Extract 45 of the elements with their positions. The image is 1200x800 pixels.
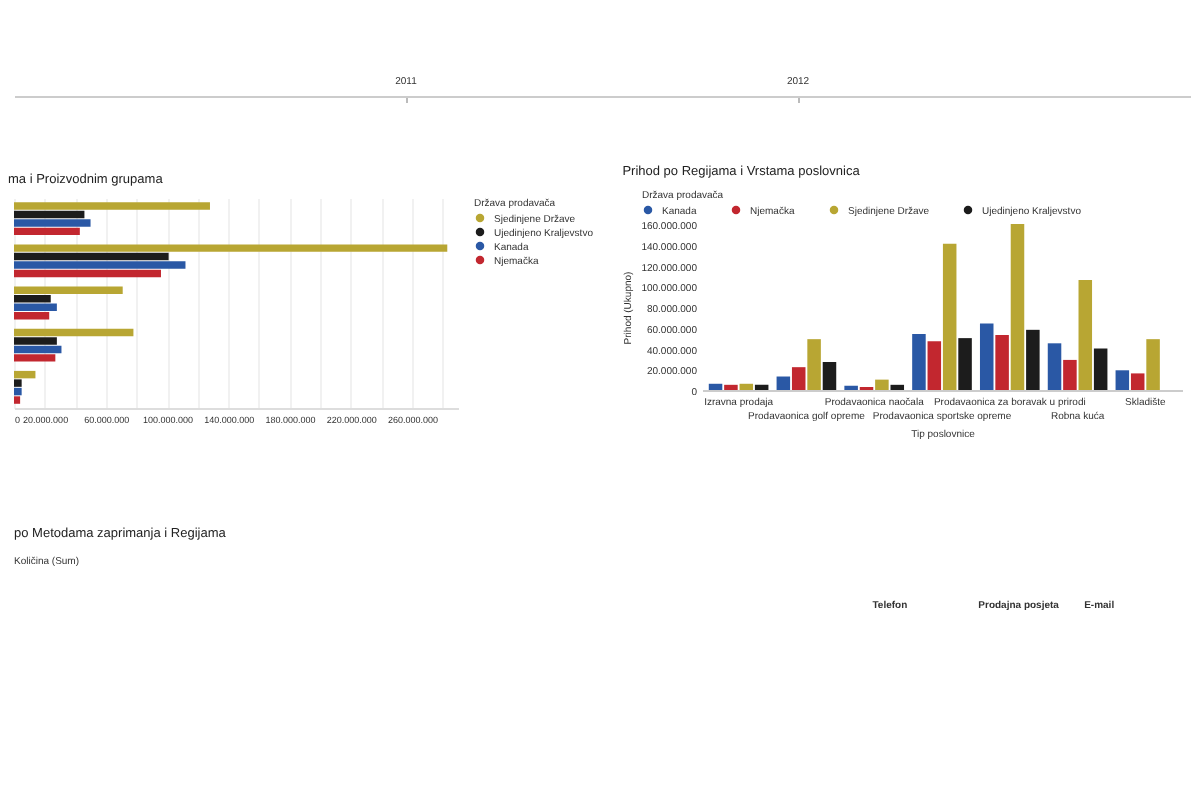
bar: [1026, 329, 1040, 390]
bar: [754, 384, 769, 390]
bar: [1130, 373, 1145, 390]
bar: [1078, 280, 1093, 390]
bar: [1047, 343, 1062, 390]
bar: [942, 243, 957, 390]
bar: [875, 379, 889, 390]
bar: [708, 383, 723, 390]
bar: [724, 384, 738, 390]
bar: [927, 341, 942, 390]
bar: [14, 345, 62, 354]
bar: [979, 323, 994, 390]
bar: [14, 303, 57, 311]
bar: [14, 286, 123, 295]
bar: [14, 370, 36, 379]
bar: [14, 354, 56, 362]
bar: [739, 383, 754, 390]
bar: [14, 311, 50, 320]
bar: [14, 244, 448, 252]
bar: [1146, 339, 1160, 390]
bar: [1115, 370, 1130, 390]
bar: [14, 261, 186, 269]
bar: [14, 387, 22, 396]
bar: [14, 379, 22, 387]
bar: [890, 384, 905, 390]
bar: [14, 227, 80, 236]
bar: [822, 361, 837, 390]
bar: [912, 333, 926, 390]
bar: [14, 337, 57, 345]
bar: [14, 210, 85, 219]
bar: [791, 367, 806, 390]
bar: [1063, 359, 1077, 390]
bar: [14, 202, 210, 210]
bar: [14, 328, 134, 337]
bar: [14, 219, 91, 227]
bar: [14, 295, 51, 303]
bar: [1010, 224, 1025, 390]
bar: [14, 252, 169, 261]
bar: [958, 338, 972, 390]
bar: [1093, 348, 1108, 390]
bar: [995, 335, 1009, 390]
bar: [14, 396, 21, 404]
bar: [14, 269, 161, 278]
bar: [807, 339, 821, 390]
bar: [776, 376, 791, 390]
